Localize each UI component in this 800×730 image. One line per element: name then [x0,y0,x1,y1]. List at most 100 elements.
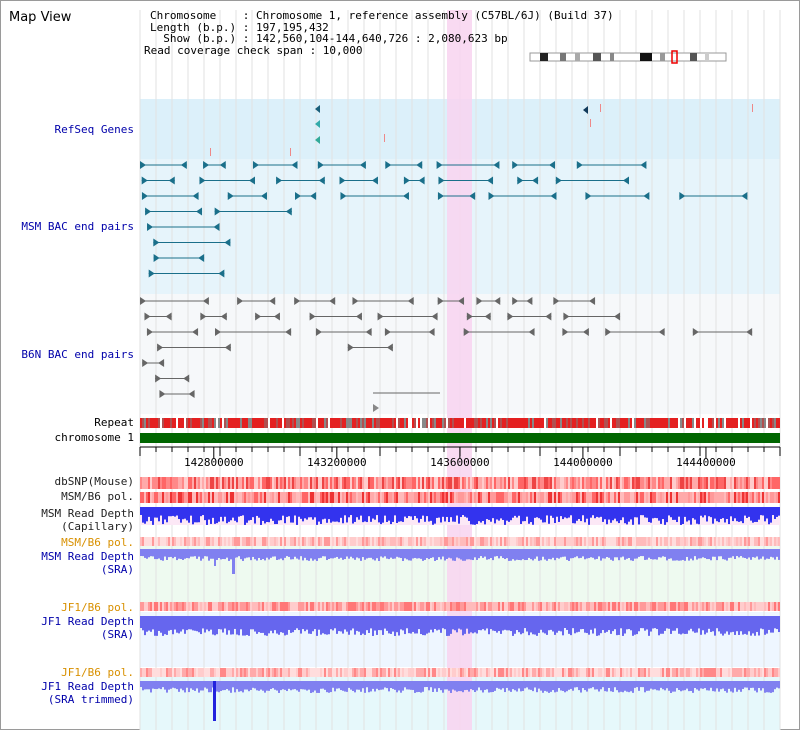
msm-bac-pair [555,176,629,185]
pair-end [142,359,149,367]
pair-end [407,297,414,305]
depth-spike [214,549,216,566]
msm-bac-pair [140,161,187,169]
msm-bac-pair [227,192,267,200]
pair-end [466,312,473,321]
msm-bac-pair [438,176,494,185]
pair-end [157,343,164,352]
pair-end [198,254,205,262]
pair-end [141,192,148,200]
pair-end [484,312,491,321]
pair-end [377,312,384,321]
pair-end [227,192,234,200]
b6n-bac-pair [255,312,280,321]
pair-end [512,297,519,305]
b6n-bac-pair [437,297,465,305]
b6n-bac-pair [155,374,190,383]
refseq-gene [583,106,588,114]
pair-end [469,192,476,200]
pair-end [371,176,378,185]
b6n-bac-pair [159,390,195,398]
pair-end [658,328,665,336]
pair-end [315,328,322,336]
jf1-b6-pol-label-1: JF1/B6 pol. [61,601,134,614]
pair-end [385,161,392,169]
pair-end [563,312,570,321]
pair-end [213,223,220,231]
pair-end [365,328,372,336]
b6n-bac-pair [237,297,276,305]
pair-end [168,176,175,185]
msm-bac-pair [488,192,557,200]
msm-bac-pair [512,161,556,169]
msm-bac-pair [585,192,650,200]
msm-bac-pair [317,161,366,169]
pair-end [309,312,316,321]
pair-end [589,297,596,305]
pair-end [355,312,362,321]
msm-bac-pair [141,176,175,185]
repeat-label: Repeat [94,416,134,429]
ideogram-band [705,53,709,61]
b6n-bac-pair [157,343,231,352]
msm-bac-pair [148,269,225,278]
msm-bac-pair [153,238,231,247]
pair-end [252,161,259,169]
pair-end [224,343,231,352]
pair-end [494,297,501,305]
pair-end [532,176,539,185]
pair-end [273,312,280,321]
msm-bac-pair [340,192,409,200]
pair-end [255,312,262,321]
view-title: Map View [9,10,72,25]
refseq-gene [315,120,320,128]
pair-end [640,161,647,169]
msm-b6-pol-label-2: MSM/B6 pol. [61,536,134,549]
pair-end [488,192,495,200]
pair-end [183,374,190,383]
pair-end [428,328,435,336]
axis-tick-label: 142800000 [184,456,244,469]
pair-end [159,390,166,398]
ideogram-band [660,53,665,61]
ideogram-body [529,52,727,62]
position-axis: 142800000 143200000 143600000 144000000 1444… [139,446,781,469]
pair-end [384,328,391,336]
pair-end [141,176,148,185]
axis-tick-label: 144000000 [553,456,613,469]
msm-bac-pair [437,192,476,200]
pair-end [148,269,155,278]
region-info: Chromosome : Chromosome 1, reference ass… [144,10,614,56]
b6n-bac-pair [315,328,372,336]
jf1-depth-sra [140,616,780,636]
dbsnp-strip [140,477,780,489]
refseq-genes-label[interactable]: RefSeq Genes [54,123,134,136]
pair-end [555,176,562,185]
b6n-bac-pair [309,312,362,321]
msm-bac-pair [153,254,205,262]
ideogram-band [540,53,548,61]
pair-end [605,328,612,336]
b6n-bac-pair [200,312,227,321]
msm-bac-pair [141,192,199,200]
refseq-gene [315,105,320,113]
pair-end [692,328,699,336]
b6n-bac-pair [347,343,393,352]
pair-end [147,223,154,231]
msm-bac-label[interactable]: MSM BAC end pairs [21,220,134,233]
repeat-track [140,418,780,428]
pair-end [679,192,686,200]
pair-end [463,328,470,336]
ideogram-band [610,53,614,61]
pair-end [576,161,583,169]
pair-end [203,161,210,169]
pair-end [158,359,165,367]
b6n-bac-label[interactable]: B6N BAC end pairs [21,348,134,361]
msm-bac-pair [517,176,539,185]
pair-end [153,238,160,247]
b6n-bac-pair [384,328,435,336]
pair-end [352,297,359,305]
pair-end [416,161,423,169]
pair-end [276,176,283,185]
